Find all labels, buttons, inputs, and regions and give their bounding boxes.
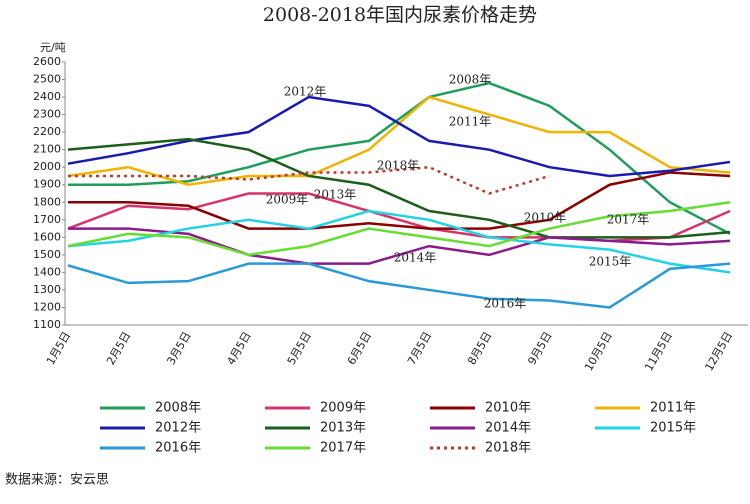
series-line: [67, 201, 731, 257]
y-tick-label: 1700: [33, 213, 61, 226]
x-tick-label: 9月5日: [525, 330, 554, 368]
annotation: 2018年: [377, 159, 420, 173]
series-line: [67, 137, 731, 239]
y-tick-label: 2100: [33, 143, 61, 156]
x-tick-label: 7月5日: [405, 330, 434, 368]
annotation: 2015年: [589, 255, 632, 269]
series-line: [67, 209, 731, 274]
y-tick-label: 1900: [33, 178, 61, 191]
y-tick-label: 2200: [33, 125, 61, 138]
legend-label: 2013年: [320, 421, 366, 436]
x-tick-label: 3月5日: [164, 330, 193, 368]
annotation: 2014年: [394, 251, 437, 265]
x-tick-label: 1月5日: [44, 330, 73, 368]
y-tick-label: 2000: [33, 160, 61, 173]
y-tick-label: 1300: [33, 283, 61, 296]
source: 数据来源：安云思: [5, 473, 109, 488]
annotation: 2013年: [314, 188, 357, 202]
y-tick-label: 1600: [33, 230, 61, 243]
x-tick-label: 12月5日: [702, 330, 735, 374]
annotation: 2008年: [449, 73, 492, 87]
chart-title: 2008-2018年国内尿素价格走势: [263, 4, 537, 26]
y-tick-label: 2300: [33, 108, 61, 121]
annotation: 2016年: [484, 297, 527, 311]
y-tick-label: 1500: [33, 248, 61, 261]
y-tick-label: 1200: [33, 300, 61, 313]
legend-label: 2010年: [485, 401, 531, 416]
x-tick-label: 2月5日: [104, 330, 133, 368]
y-tick-label: 1800: [33, 195, 61, 208]
y-axis-label: 元/吨: [40, 41, 66, 54]
legend-label: 2009年: [320, 401, 366, 416]
annotation: 2011年: [449, 115, 492, 129]
x-tick-label: 8月5日: [465, 329, 494, 367]
x-tick-label: 11月5日: [642, 330, 675, 374]
legend-label: 2012年: [155, 421, 201, 436]
y-tick-label: 2400: [33, 90, 61, 103]
legend-label: 2016年: [155, 441, 201, 456]
x-tick-label: 6月5日: [345, 330, 374, 368]
annotation: 2012年: [284, 85, 327, 99]
x-tick-label: 10月5日: [582, 330, 615, 374]
legend-label: 2014年: [485, 421, 531, 436]
legend-label: 2011年: [650, 401, 696, 416]
x-tick-label: 4月5日: [224, 330, 253, 368]
annotation: 2009年: [266, 193, 309, 207]
legend-label: 2018年: [485, 441, 531, 456]
series-line: [68, 227, 731, 265]
annotation: 2010年: [524, 211, 567, 225]
x-tick-label: 5月5日: [285, 330, 314, 368]
series-line: [67, 95, 731, 178]
series-line: [68, 171, 731, 230]
series-line: [67, 262, 731, 309]
y-tick-label: 2600: [33, 55, 61, 68]
legend-label: 2008年: [155, 401, 201, 416]
y-tick-label: 1100: [33, 318, 61, 331]
legend-label: 2015年: [650, 421, 696, 436]
y-tick-label: 1400: [33, 265, 61, 278]
legend-label: 2017年: [320, 441, 366, 456]
y-tick-label: 2500: [33, 73, 61, 86]
annotation: 2017年: [607, 213, 650, 227]
